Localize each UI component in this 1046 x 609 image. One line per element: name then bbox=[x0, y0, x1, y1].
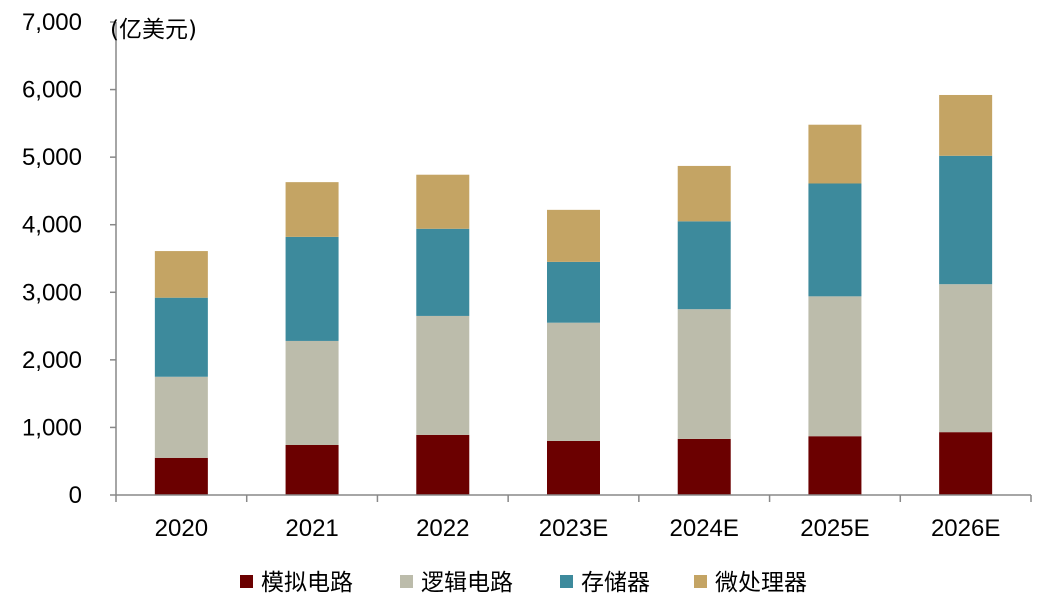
bar-segment-2 bbox=[547, 322, 600, 441]
legend: 模拟电路 逻辑电路 存储器 微处理器 bbox=[240, 570, 807, 596]
y-tick-label: 3,000 bbox=[22, 279, 82, 306]
bar-segment-4 bbox=[547, 209, 600, 262]
bar-segment-2 bbox=[939, 284, 993, 433]
y-tick-label: 6,000 bbox=[22, 77, 82, 104]
x-tick-label: 2022 bbox=[416, 515, 469, 542]
legend-swatch bbox=[694, 575, 707, 588]
x-tick-label: 2026E bbox=[931, 515, 1000, 542]
bar-segment-2 bbox=[285, 340, 339, 445]
bar-segment-3 bbox=[808, 183, 862, 297]
bar-segment-4 bbox=[416, 174, 470, 229]
y-axis: 0 1,000 2,000 3,000 4,000 5,000 6,000 7,000 bbox=[22, 9, 117, 509]
bar-segment-1 bbox=[547, 440, 600, 495]
legend-swatch bbox=[560, 575, 573, 588]
legend-label: 微处理器 bbox=[715, 570, 807, 596]
bar-segment-4 bbox=[154, 251, 208, 298]
bar-segment-3 bbox=[939, 155, 993, 285]
x-tick-label: 2024E bbox=[670, 515, 739, 542]
legend-label: 模拟电路 bbox=[261, 570, 353, 596]
x-tick-label: 2025E bbox=[800, 515, 869, 542]
bar-segment-1 bbox=[154, 457, 208, 495]
y-tick-label: 2,000 bbox=[22, 347, 82, 374]
bar-segment-1 bbox=[285, 444, 339, 495]
bar-segment-1 bbox=[808, 436, 862, 495]
x-axis: 2020 2021 2022 2023E 2024E 2025E 2026E bbox=[115, 494, 1032, 542]
bar-segment-1 bbox=[939, 432, 993, 495]
bar-segment-3 bbox=[547, 261, 600, 323]
bar-segment-3 bbox=[416, 228, 470, 316]
legend-label: 存储器 bbox=[581, 570, 650, 596]
legend-swatch bbox=[240, 575, 253, 588]
bar-segment-4 bbox=[285, 182, 339, 237]
legend-swatch bbox=[400, 575, 413, 588]
unit-label: (亿美元) bbox=[110, 17, 197, 43]
x-tick-label: 2023E bbox=[539, 515, 608, 542]
bar-segment-1 bbox=[677, 438, 731, 495]
y-tick-label: 5,000 bbox=[22, 144, 82, 171]
legend-label: 逻辑电路 bbox=[421, 570, 513, 596]
x-tick-label: 2020 bbox=[155, 515, 208, 542]
bars bbox=[154, 94, 993, 495]
y-tick-label: 0 bbox=[69, 482, 82, 509]
y-tick-label: 1,000 bbox=[22, 414, 82, 441]
y-tick-label: 7,000 bbox=[22, 9, 82, 36]
bar-segment-4 bbox=[677, 165, 731, 222]
y-tick-label: 4,000 bbox=[22, 212, 82, 239]
bar-segment-3 bbox=[285, 236, 339, 341]
bar-segment-2 bbox=[808, 296, 862, 437]
bar-segment-3 bbox=[677, 221, 731, 310]
bar-segment-3 bbox=[154, 297, 208, 377]
bar-segment-4 bbox=[808, 124, 862, 184]
bar-segment-2 bbox=[677, 309, 731, 439]
bar-segment-2 bbox=[416, 315, 470, 435]
bar-segment-4 bbox=[939, 94, 993, 156]
bar-segment-1 bbox=[416, 434, 470, 495]
x-tick-label: 2021 bbox=[285, 515, 338, 542]
bar-segment-2 bbox=[154, 376, 208, 458]
